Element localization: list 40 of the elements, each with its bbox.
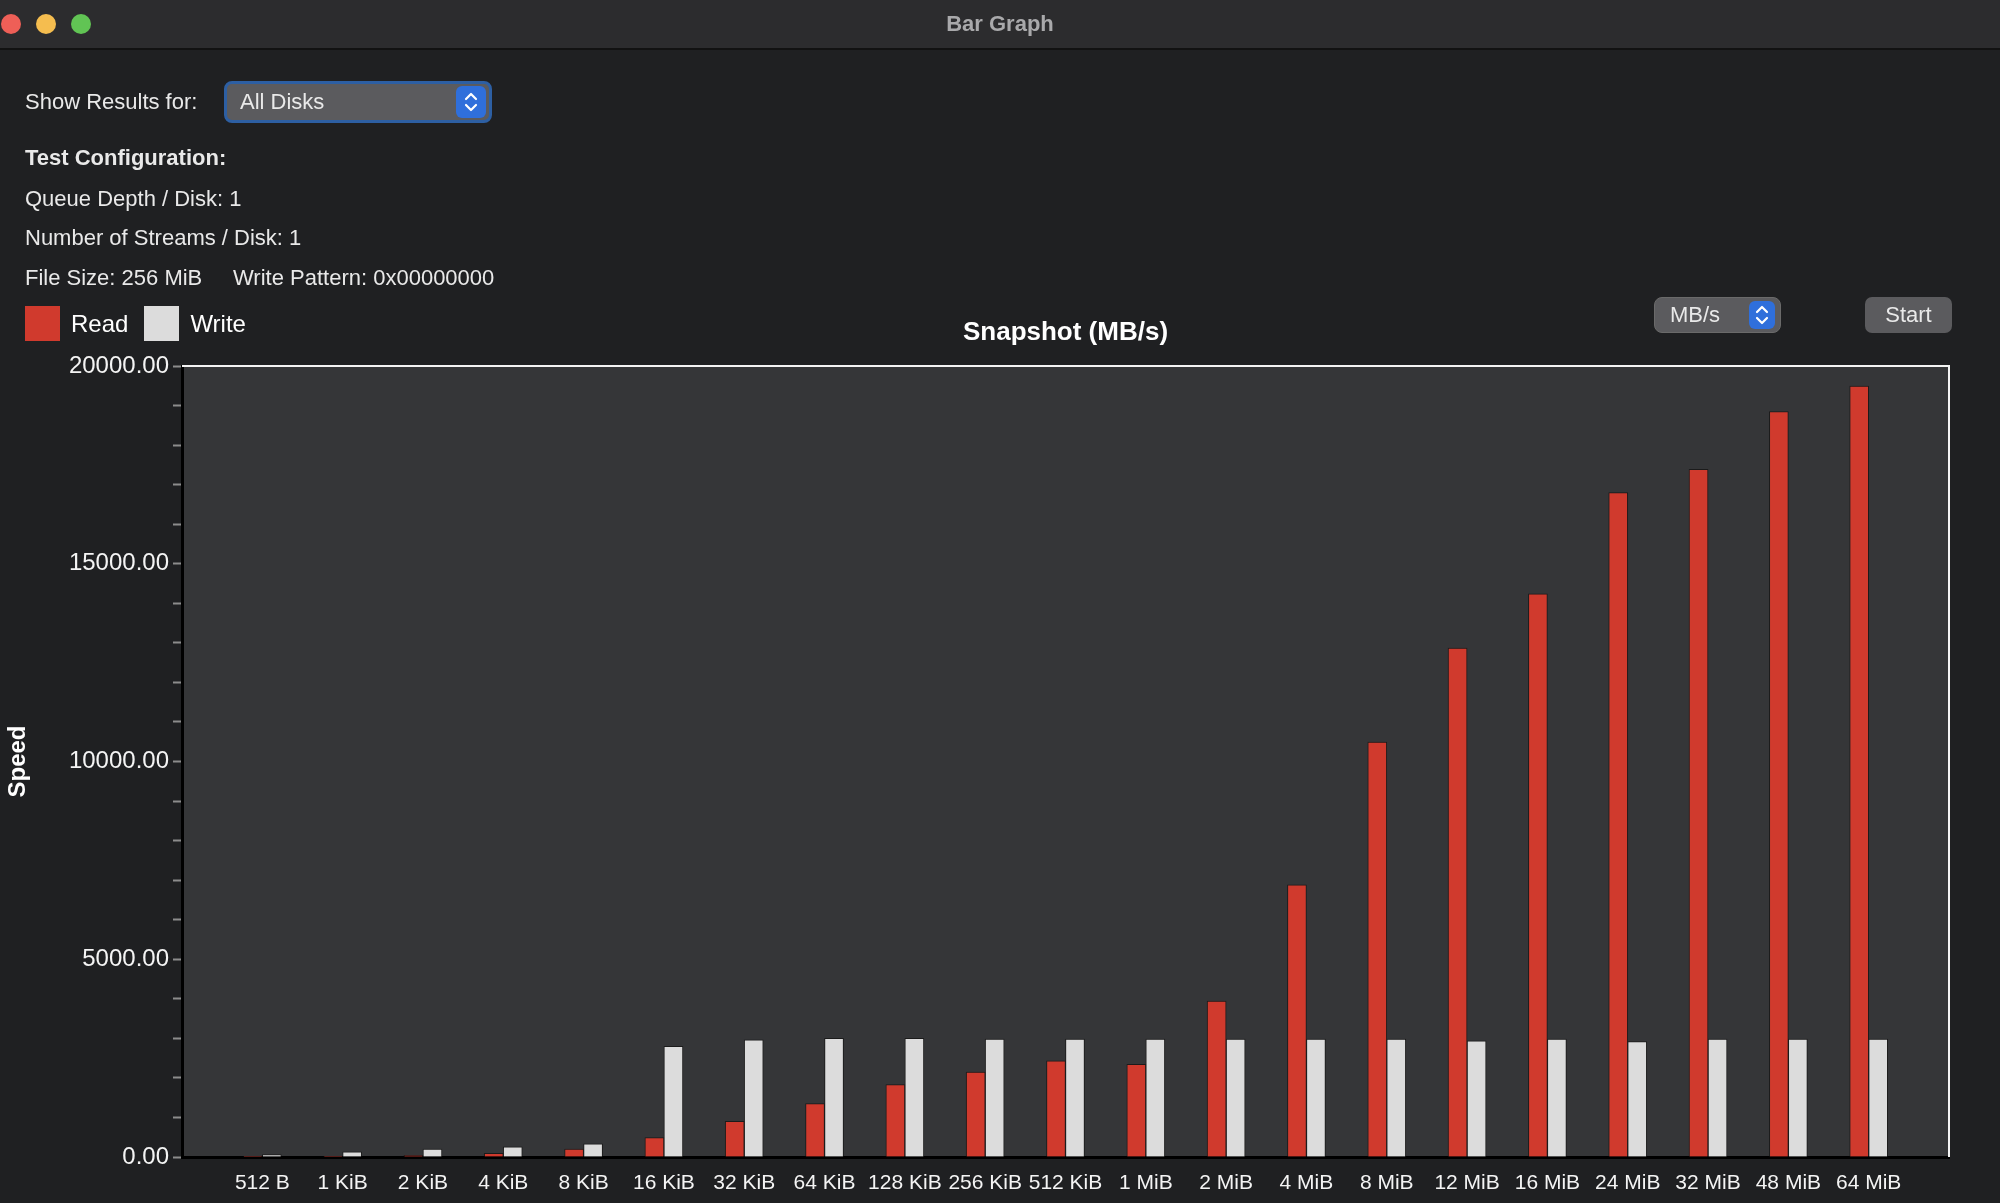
x-tick-label: 4 KiB [478, 1170, 529, 1194]
legend-label: Read [71, 309, 129, 338]
text: Queue Depth / Disk: 1 [25, 186, 242, 211]
x-tick-label: 48 MiB [1755, 1170, 1822, 1194]
text: File Size: 256 MiB [25, 265, 203, 290]
x-tick-label: 16 MiB [1514, 1170, 1581, 1194]
y-tick-label: 20000.00 [68, 350, 169, 378]
x-tick-label: 24 MiB [1595, 1170, 1661, 1194]
x-tick-label: 2 KiB [397, 1170, 449, 1194]
x-tick-label: 8 KiB [558, 1170, 609, 1194]
y-tick-label: 10000.00 [68, 746, 169, 774]
x-tick-label: 8 MiB [1359, 1170, 1414, 1194]
x-tick-label: 12 MiB [1434, 1170, 1500, 1194]
x-tick-label: 256 KiB [948, 1170, 1022, 1194]
x-tick-label: 16 KiB [632, 1170, 695, 1194]
y-tick-label: 5000.00 [82, 943, 169, 971]
x-tick-label: 2 MiB [1199, 1170, 1253, 1194]
x-tick-label: 128 KiB [868, 1170, 942, 1194]
chart-title: Snapshot (MB/s) [962, 315, 1169, 346]
x-tick-label: 512 B [234, 1170, 290, 1194]
y-tick-label: 0.00 [122, 1141, 169, 1169]
text: MB/s [1670, 302, 1721, 327]
text: Write Pattern: 0x00000000 [233, 265, 495, 290]
x-tick-label: 32 KiB [713, 1170, 776, 1194]
legend-label: Write [190, 309, 246, 338]
x-tick-label: 64 KiB [793, 1170, 856, 1194]
text: Number of Streams / Disk: 1 [25, 225, 302, 250]
x-tick-label: 1 MiB [1118, 1170, 1173, 1194]
text: Test Configuration: [25, 145, 227, 170]
x-tick-label: 4 MiB [1279, 1170, 1334, 1194]
text: All Disks [240, 89, 325, 114]
text: Show Results for: [25, 89, 198, 114]
x-tick-label: 1 KiB [317, 1170, 368, 1194]
x-tick-label: 512 KiB [1028, 1170, 1103, 1194]
text: Bar Graph [946, 11, 1054, 36]
y-tick-label: 15000.00 [68, 548, 169, 576]
x-tick-label: 64 MiB [1836, 1170, 1902, 1194]
y-axis-title: Speed [3, 725, 31, 798]
text: Start [1885, 302, 1932, 327]
x-tick-label: 32 MiB [1675, 1170, 1741, 1194]
